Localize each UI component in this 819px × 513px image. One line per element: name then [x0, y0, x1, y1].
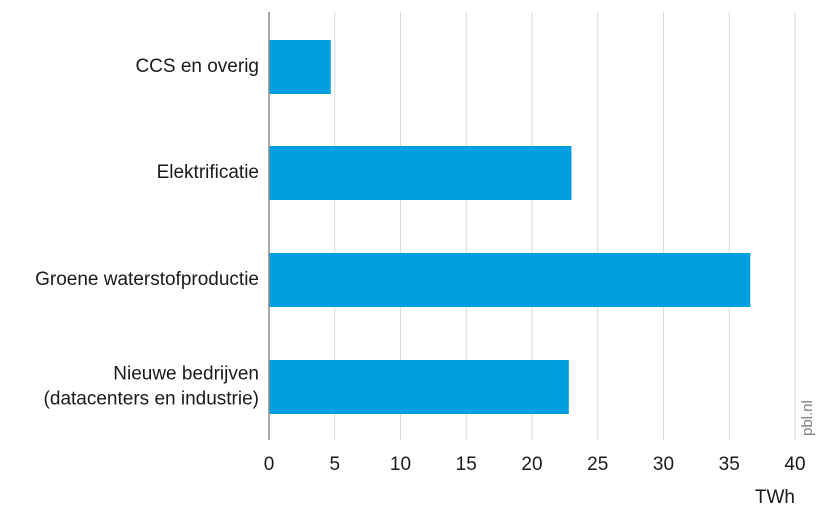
category-label-3-line-0: Nieuwe bedrijven: [113, 364, 259, 385]
bars: [269, 40, 751, 414]
x-tick-label-2: 10: [390, 454, 411, 475]
x-tick-label-5: 25: [587, 454, 608, 475]
x-tick-label-6: 30: [653, 454, 674, 475]
x-tick-label-7: 35: [719, 454, 740, 475]
x-tick-label-3: 15: [456, 454, 477, 475]
bar-3: [269, 360, 569, 414]
x-tick-label-0: 0: [264, 454, 275, 475]
x-tick-label-1: 5: [329, 454, 340, 475]
category-label-2-line-0: Groene waterstofproductie: [35, 269, 259, 290]
x-tick-labels: 0 5 10 15 20 25 30 35 40: [264, 454, 806, 475]
bar-1: [269, 146, 572, 200]
category-label-3-line-1: (datacenters en industrie): [44, 389, 259, 410]
x-tick-label-4: 20: [521, 454, 542, 475]
category-labels: CCS en overig Elektrificatie Groene waters…: [35, 56, 259, 410]
category-label-0-line-0: CCS en overig: [135, 56, 259, 77]
x-tick-label-8: 40: [784, 454, 805, 475]
grid-lines: [334, 12, 796, 440]
category-label-1-line-0: Elektrificatie: [157, 162, 259, 183]
bar-2: [269, 253, 751, 307]
bar-0: [269, 40, 331, 94]
watermark: pbl.nl: [799, 400, 816, 436]
x-axis-label: TWh: [755, 487, 795, 508]
